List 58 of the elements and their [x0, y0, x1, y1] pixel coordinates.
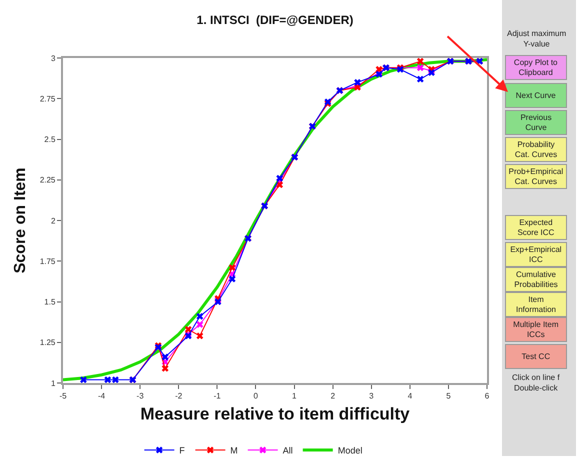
text: Cumulative Probabilities [514, 270, 558, 290]
x-tick-label: 5 [446, 392, 452, 401]
x-tick-label: -1 [214, 392, 222, 401]
y-tick-label: 2.75 [40, 94, 56, 104]
point [276, 174, 284, 182]
point [112, 376, 119, 384]
y-tick-label: 2.5 [44, 135, 56, 144]
point [162, 354, 169, 360]
x-tick-label: -4 [98, 392, 106, 401]
point [228, 276, 236, 282]
y-tick-label: 3 [50, 54, 56, 63]
y-axis-title: Score on Item [12, 168, 30, 274]
text: Multiple Item ICCs [513, 320, 559, 340]
text: Item Information [516, 294, 556, 314]
point [416, 64, 424, 72]
point [416, 76, 424, 83]
text: Copy Plot to Clipboard [514, 58, 558, 78]
y-tick-label: 2.25 [40, 176, 56, 185]
x-tick-label: 2 [330, 392, 336, 401]
legend-label: M [230, 446, 238, 456]
text: Exp+Empirical ICC [510, 244, 562, 264]
point [196, 321, 204, 328]
x-tick-label: -2 [175, 392, 183, 401]
point [104, 376, 112, 384]
point [196, 332, 204, 340]
x-tick-label: 3 [369, 392, 374, 401]
point [196, 312, 204, 320]
point [184, 326, 192, 333]
legend-label: Model [338, 446, 362, 456]
text: Click on line f Double-click [512, 373, 560, 392]
chart-title: 1. INTSCI (DIF=@GENDER) [196, 13, 354, 28]
point [416, 58, 424, 65]
text: Adjust maximum Y-value [507, 29, 566, 48]
text: Next Curve [516, 91, 556, 100]
text: Prob+Empirical Cat. Curves [508, 166, 564, 186]
x-tick-label: 6 [484, 392, 490, 401]
y-tick-label: 1.75 [40, 256, 56, 266]
x-tick-label: -3 [136, 392, 144, 401]
point [354, 78, 361, 86]
x-tick-label: 1 [292, 392, 298, 401]
text: Previous Curve [520, 112, 552, 132]
x-axis-title: Measure relative to item difficulty [140, 404, 410, 424]
x-tick-label: 4 [408, 392, 413, 401]
legend-label: F [179, 446, 186, 456]
y-tick-label: 1.5 [44, 298, 56, 307]
x-tick-label: 0 [254, 392, 259, 401]
y-tick-label: 2 [50, 216, 56, 226]
x-tick-label: -5 [59, 392, 68, 401]
text: Probability Cat. Curves [514, 140, 558, 160]
y-tick-label: 1 [50, 378, 56, 388]
text: Test CC [522, 352, 550, 361]
point [80, 376, 87, 384]
legend-label: All [282, 446, 293, 456]
point [162, 364, 169, 372]
point [276, 181, 284, 188]
text: Expected Score ICC [517, 218, 555, 238]
y-tick-label: 1.25 [40, 338, 56, 348]
point [228, 264, 236, 272]
